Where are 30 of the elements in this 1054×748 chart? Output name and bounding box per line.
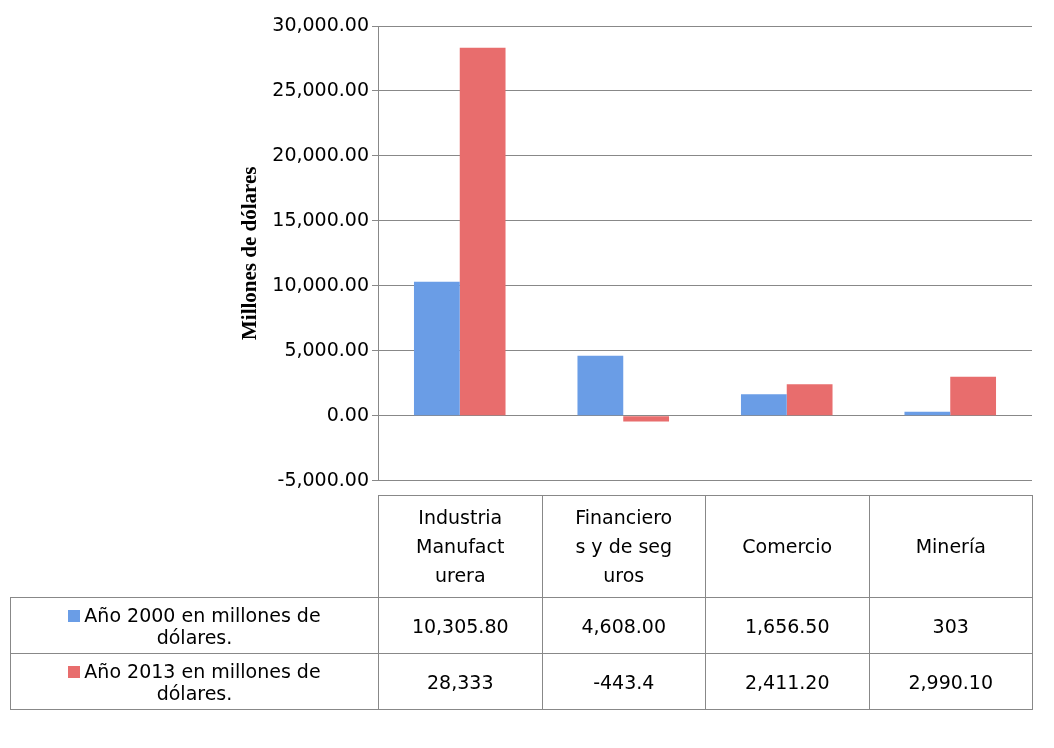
bar (623, 416, 670, 422)
y-tick-label: -5,000.00 (277, 467, 369, 490)
data-label: 4,608.00 (542, 597, 706, 654)
y-tick-label: 0.00 (326, 402, 369, 425)
y-tick-label: 25,000.00 (272, 77, 369, 100)
x-tick-label: Comercio (741, 534, 834, 559)
y-tick-label: 5,000.00 (284, 337, 369, 360)
data-label: 303 (869, 597, 1033, 654)
data-label: 28,333 (378, 653, 542, 710)
bar (740, 394, 787, 416)
bar (577, 355, 624, 416)
data-label: 1,656.50 (705, 597, 869, 654)
y-tick-label: 15,000.00 (272, 207, 369, 230)
legend-label: Año 2000 en millones de dólares. (84, 603, 321, 648)
data-label: 10,305.80 (378, 597, 542, 654)
data-label: -443.4 (542, 653, 706, 710)
y-tick-label: 30,000.00 (272, 12, 369, 35)
y-axis-title: Millones de dólares (237, 166, 262, 341)
x-tick-label: Industria Manufacturera (415, 505, 506, 588)
data-label: 2,411.20 (705, 653, 869, 710)
y-tick-label: 10,000.00 (272, 272, 369, 295)
legend-label: Año 2013 en millones de dólares. (84, 659, 321, 704)
data-label: 2,990.10 (869, 653, 1033, 710)
y-tick-label: 20,000.00 (272, 142, 369, 165)
bar (786, 384, 833, 416)
bar (413, 281, 460, 416)
bar (459, 47, 506, 416)
bar (950, 376, 997, 416)
x-tick-label: Financieros y de seguros (574, 505, 674, 588)
x-tick-label: Minería (914, 534, 987, 559)
